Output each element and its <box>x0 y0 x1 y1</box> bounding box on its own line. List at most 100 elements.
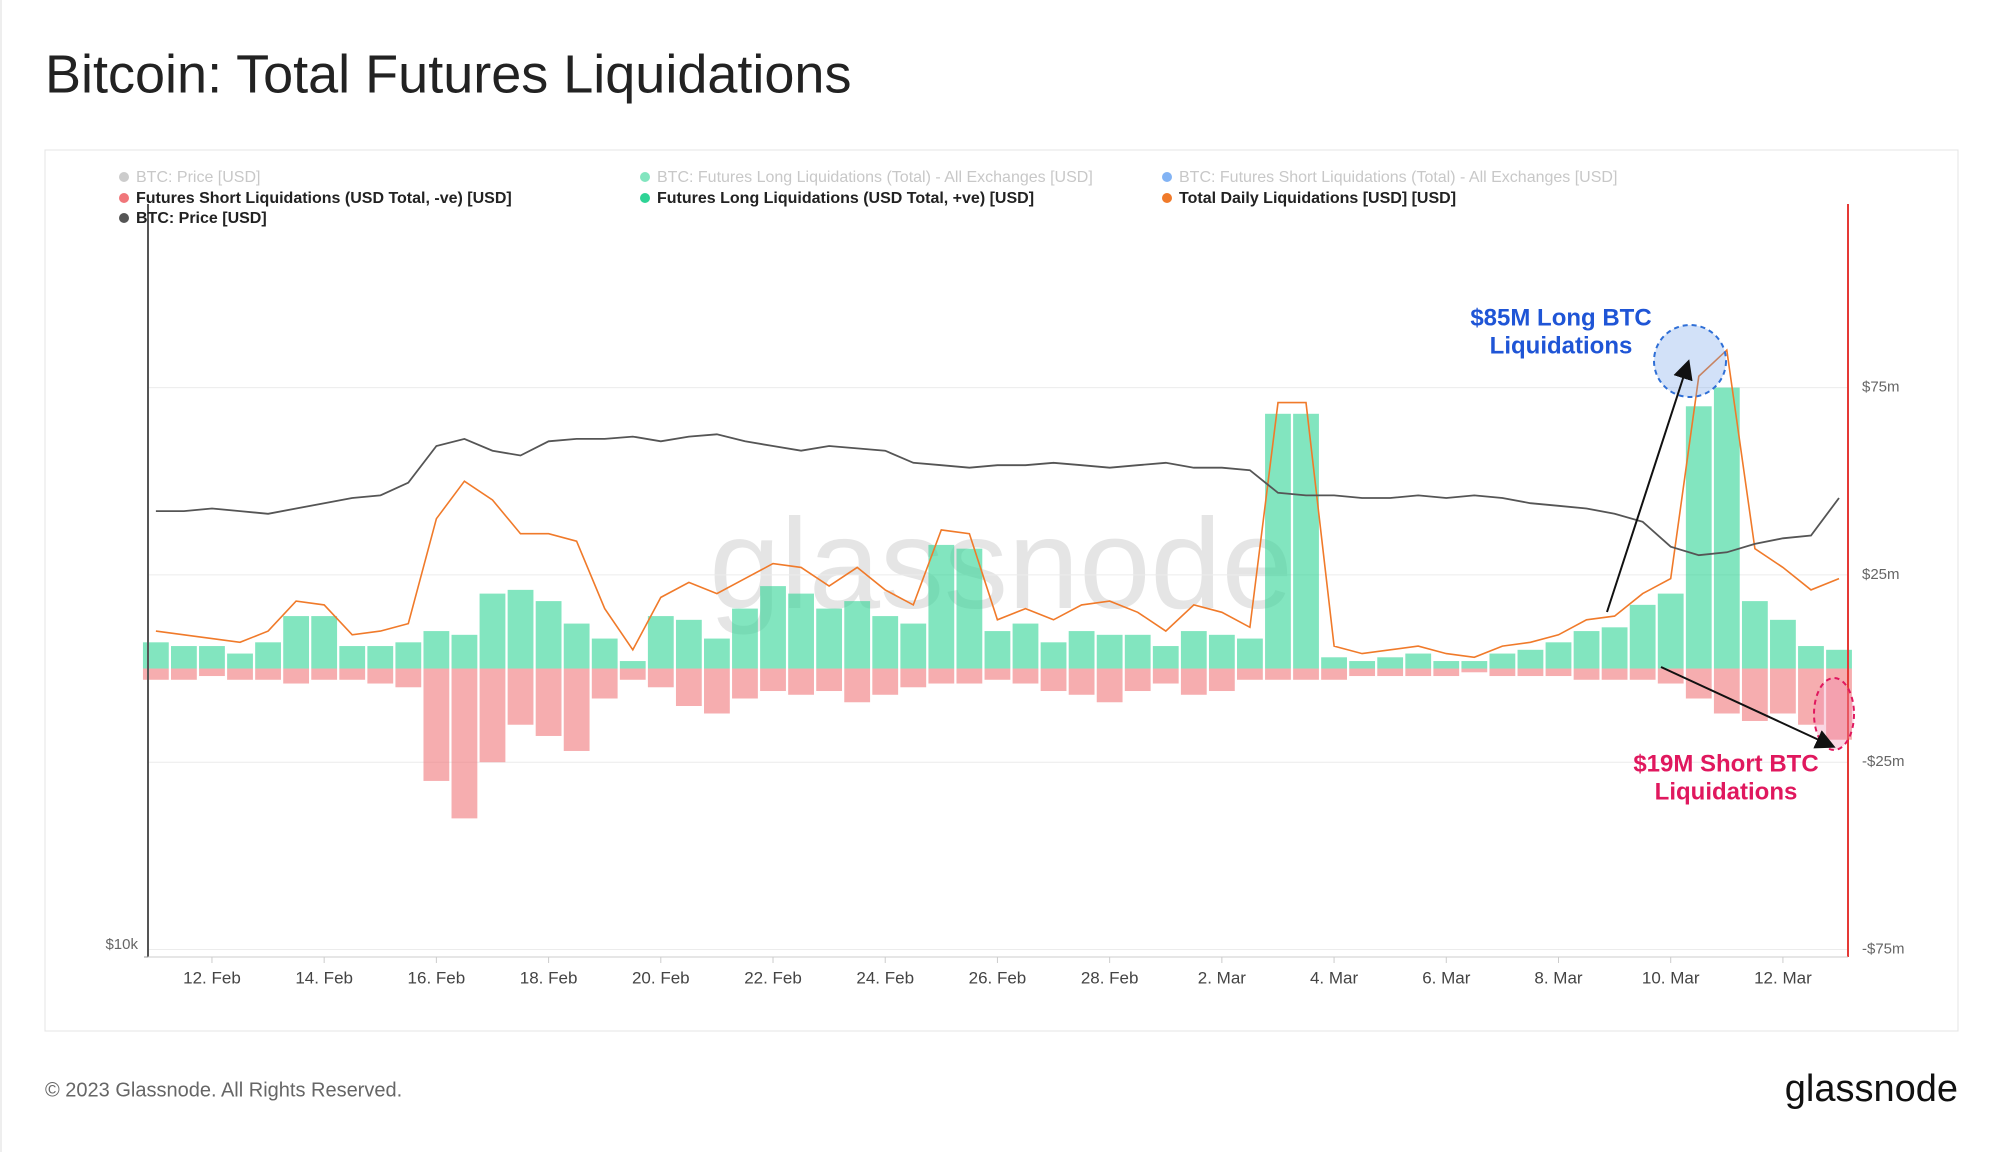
x-tick-label: 2. Mar <box>1198 968 1247 987</box>
bar <box>1349 661 1376 669</box>
bar <box>1601 627 1628 669</box>
x-tick-label: 16. Feb <box>408 968 466 987</box>
bar <box>255 668 281 680</box>
bar <box>1096 634 1123 669</box>
bar <box>479 593 506 669</box>
bar <box>1798 668 1824 725</box>
legend-label[interactable]: Total Daily Liquidations [USD] [USD] <box>1179 190 1456 207</box>
x-tick-label: 6. Mar <box>1422 968 1471 987</box>
bar <box>1208 634 1235 669</box>
bar <box>760 668 786 692</box>
legend-label[interactable]: BTC: Price [USD] <box>136 210 267 227</box>
bar <box>171 668 197 680</box>
legend-marker <box>119 193 129 203</box>
x-tick-label: 22. Feb <box>744 968 802 987</box>
bar <box>675 619 702 669</box>
bar <box>1152 646 1179 669</box>
bar <box>507 589 534 669</box>
bar <box>1741 668 1768 721</box>
bar <box>1012 668 1039 684</box>
annotation: $19M Short BTC <box>1633 750 1818 777</box>
bar <box>844 668 871 703</box>
bar <box>395 642 422 669</box>
bar <box>535 668 562 736</box>
bar <box>647 616 674 669</box>
highlight-ellipse <box>1813 677 1855 751</box>
x-tick-label: 12. Mar <box>1754 968 1812 987</box>
legend-marker <box>640 172 650 182</box>
bar <box>1180 668 1207 695</box>
bar <box>732 668 758 699</box>
legend-label[interactable]: Futures Long Liquidations (USD Total, +v… <box>657 190 1034 207</box>
bar <box>591 668 618 699</box>
bar <box>1349 668 1376 677</box>
bar <box>619 661 646 669</box>
bar <box>1517 649 1544 669</box>
bar <box>1321 668 1347 680</box>
bar <box>1629 668 1656 680</box>
bar <box>619 668 646 680</box>
x-tick-label: 10. Mar <box>1642 968 1700 987</box>
bar <box>1657 668 1684 684</box>
bar <box>1012 623 1039 669</box>
bar <box>1461 668 1488 673</box>
bar <box>956 548 983 669</box>
bar <box>199 668 225 677</box>
legend-label[interactable]: Futures Short Liquidations (USD Total, -… <box>136 190 512 207</box>
y-tick-label: $25m <box>1862 566 1900 583</box>
highlight-circle <box>1653 324 1727 398</box>
bar <box>1124 668 1151 692</box>
bar <box>423 668 450 781</box>
bar <box>1068 668 1095 695</box>
bar <box>900 623 927 669</box>
bar <box>339 668 366 680</box>
bar <box>956 668 983 684</box>
x-tick-label: 24. Feb <box>856 968 914 987</box>
legend-label[interactable]: BTC: Futures Short Liquidations (Total) … <box>1179 169 1617 186</box>
legend-marker <box>119 172 129 182</box>
bar <box>647 668 674 688</box>
price-line <box>155 433 1840 557</box>
legend-label[interactable]: BTC: Price [USD] <box>136 169 260 186</box>
bar <box>1826 649 1852 669</box>
x-tick-label: 12. Feb <box>183 968 241 987</box>
bar <box>507 668 534 725</box>
bar <box>1377 657 1404 669</box>
bar <box>1040 642 1067 669</box>
bar <box>1685 406 1712 669</box>
y2-tick-label: $10k <box>105 936 138 953</box>
bar <box>1237 668 1263 680</box>
bar <box>1040 668 1067 692</box>
bar <box>479 668 506 763</box>
bar <box>900 668 927 688</box>
bar <box>142 642 169 669</box>
x-tick-label: 20. Feb <box>632 968 690 987</box>
bar <box>1152 668 1179 684</box>
bar <box>760 586 786 669</box>
bar <box>1265 668 1291 680</box>
bar <box>984 631 1011 669</box>
bar <box>142 668 169 680</box>
bar <box>844 601 871 669</box>
bar <box>1573 631 1600 669</box>
legend-label[interactable]: BTC: Futures Long Liquidations (Total) -… <box>657 169 1093 186</box>
bar <box>591 638 618 669</box>
bar <box>1124 634 1151 669</box>
bar <box>451 634 478 669</box>
bar <box>1293 668 1319 680</box>
bar <box>535 601 562 669</box>
bar <box>1713 668 1740 714</box>
logo[interactable]: glassnode <box>1785 1068 1958 1110</box>
bar <box>816 608 843 669</box>
bar <box>1601 668 1628 680</box>
total-line <box>155 348 1840 659</box>
bar <box>395 668 422 688</box>
bar <box>451 668 478 819</box>
arrow <box>1660 666 1836 749</box>
annotation: $85M Long BTC <box>1470 304 1651 331</box>
bar <box>367 668 394 684</box>
y-tick-label: -$75m <box>1862 940 1905 957</box>
bar <box>1237 638 1263 669</box>
x-tick-label: 28. Feb <box>1081 968 1139 987</box>
